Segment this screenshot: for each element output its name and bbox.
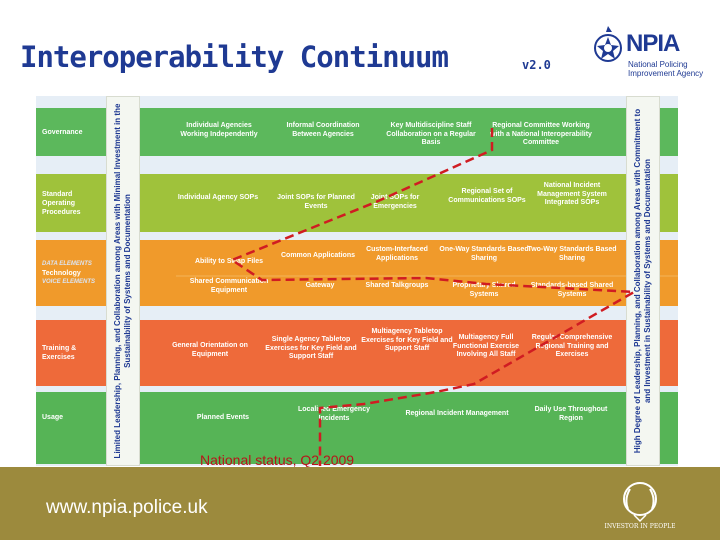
tech-data-cell-4: One-Way Standards Based Sharing xyxy=(439,246,529,262)
page-title: Interoperability Continuum xyxy=(20,40,449,74)
tech-voice-cell-1: Shared Communication Equipment xyxy=(189,278,269,294)
sop-cell-1: Individual Agency SOPs xyxy=(177,194,259,201)
training-cell-2: Single Agency Tabletop Exercises for Key… xyxy=(265,336,357,360)
left-axis-sidebar: Limited Leadership, Planning, and Collab… xyxy=(106,96,140,466)
logo-org-name: NPIA xyxy=(626,30,680,57)
sop-cell-4: Regional Set of Communications SOPs xyxy=(448,188,526,204)
sop-band: Standard Operating Procedures Individual… xyxy=(36,168,678,238)
footer-bar: www.npia.police.uk INVESTOR IN PEOPLE xyxy=(0,467,720,540)
governance-cell-1: Individual Agencies Working Independentl… xyxy=(180,122,258,138)
usage-cell-2: Localised Emergency Incidents xyxy=(298,406,370,422)
usage-band: Usage Planned Events Localised Emergency… xyxy=(36,392,678,464)
npia-logo: NPIA National Policing Improvement Agenc… xyxy=(590,22,715,82)
sop-cell-2: Joint SOPs for Planned Events xyxy=(277,194,355,210)
tech-voice-cell-4: Proprietary Shared Systems xyxy=(452,282,516,298)
governance-cell-4: Regional Committee Working with a Nation… xyxy=(490,122,592,146)
laurel-wreath-icon xyxy=(623,482,657,523)
version-label: v2.0 xyxy=(522,58,551,72)
tech-data-cell-1: Ability to Swap Files xyxy=(194,258,264,265)
row-label-governance: Governance xyxy=(42,128,83,136)
training-cell-3: Multiagency Tabletop Exercises for Key F… xyxy=(361,328,453,352)
governance-cell-2: Informal Coordination Between Agencies xyxy=(286,122,360,138)
usage-cell-3: Regional Incident Management xyxy=(405,410,509,417)
usage-band-shape xyxy=(36,392,678,464)
national-status-path xyxy=(229,128,639,466)
tech-voice-cell-5: Standards-based Shared Systems xyxy=(530,282,614,298)
national-status-label: National status, Q2 2009 xyxy=(200,452,355,468)
governance-cell-3: Key Multidiscipline Staff Collaboration … xyxy=(386,122,476,146)
logo-line-1: National Policing xyxy=(628,60,688,69)
usage-cell-4: Daily Use Throughout Region xyxy=(534,406,608,422)
training-band: Training & Exercises General Orientation… xyxy=(36,314,678,392)
interoperability-continuum-diagram: Governance Individual Agencies Working I… xyxy=(36,96,678,466)
training-cell-4: Multiagency Full Functional Exercise Inv… xyxy=(452,334,520,358)
sublabel-voice: VOICE ELEMENTS xyxy=(42,278,96,285)
tech-voice-cell-3: Shared Talkgroups xyxy=(365,282,429,289)
governance-band-shape xyxy=(36,108,678,156)
training-cell-5: Regular Comprehensive Regional Training … xyxy=(531,334,613,358)
technology-band: DATA ELEMENTS Technology VOICE ELEMENTS … xyxy=(36,238,678,308)
investor-in-people-text: INVESTOR IN PEOPLE xyxy=(604,523,676,530)
sop-band-shape xyxy=(36,174,678,232)
row-label-technology: DATA ELEMENTS Technology VOICE ELEMENTS xyxy=(42,240,102,306)
row-label-training: Training & Exercises xyxy=(42,345,77,361)
technology-band-shape xyxy=(36,240,678,306)
sublabel-data: DATA ELEMENTS xyxy=(42,260,92,267)
tech-voice-cell-2: Gateway xyxy=(305,282,335,289)
row-label-technology-text: Technology xyxy=(42,269,81,277)
training-cell-1: General Orientation on Equipment xyxy=(172,342,248,358)
right-axis-sidebar: High Degree of Leadership, Planning, and… xyxy=(626,96,660,466)
row-label-usage: Usage xyxy=(42,413,64,421)
sop-cell-3: Joint SOPs for Emergencies xyxy=(370,194,420,210)
tech-data-cell-5: Two-Way Standards Based Sharing xyxy=(527,246,617,262)
tech-data-cell-3: Custom-Interfaced Applications xyxy=(366,246,428,262)
tech-data-cell-2: Common Applications xyxy=(280,252,356,259)
governance-band: Governance Individual Agencies Working I… xyxy=(36,104,678,160)
police-crest-icon xyxy=(594,26,622,62)
logo-line-2: Improvement Agency xyxy=(628,69,704,78)
training-band-shape xyxy=(36,320,678,386)
usage-cell-1: Planned Events xyxy=(196,414,250,421)
row-label-sop: Standard Operating Procedures xyxy=(42,190,81,216)
sop-cell-5: National Incident Management System Inte… xyxy=(537,182,607,206)
footer-url[interactable]: www.npia.police.uk xyxy=(46,497,208,518)
investor-in-people-badge: INVESTOR IN PEOPLE xyxy=(600,475,680,535)
